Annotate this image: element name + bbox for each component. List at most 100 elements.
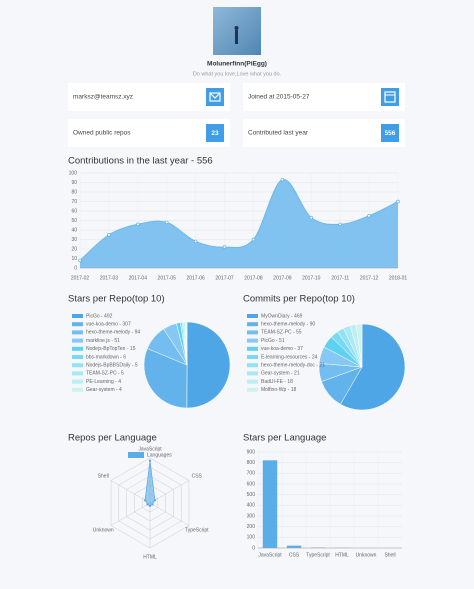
- point: [251, 237, 256, 242]
- card-value: 556: [385, 130, 396, 137]
- point: [78, 258, 82, 263]
- radar-axis: [110, 480, 151, 504]
- legend-swatch: [72, 355, 83, 359]
- legend-label: PicGo - 51: [261, 338, 285, 344]
- radar-label: Unknown: [93, 527, 114, 533]
- y-tick-label: 900: [247, 449, 256, 455]
- x-tick-label: HTML: [335, 552, 349, 558]
- y-tick-label: 50: [71, 218, 77, 224]
- point: [338, 222, 342, 227]
- y-tick-label: 100: [247, 535, 256, 541]
- legend-label: Languages: [147, 452, 172, 458]
- profile-name: Molunerfinn(PiEgg): [207, 61, 267, 68]
- legend-swatch: [72, 379, 83, 384]
- card: Joined at 2015-05-27: [243, 83, 405, 111]
- legend-swatch: [72, 314, 83, 318]
- legend-swatch: [247, 330, 258, 335]
- point: [193, 239, 198, 244]
- point: [136, 222, 140, 227]
- y-tick-label: 0: [74, 265, 77, 271]
- radar-label: Shell: [98, 473, 109, 479]
- legend-label: Gear-system - 21: [261, 371, 300, 377]
- x-tick-label: 2017-06: [186, 275, 205, 281]
- legend-swatch: [247, 379, 258, 384]
- y-tick-label: 30: [71, 237, 77, 243]
- radar-axis: [110, 502, 151, 526]
- legend-swatch: [72, 338, 83, 343]
- x-tick-label: 2017-04: [129, 275, 148, 281]
- x-tick-label: 2017-11: [331, 275, 349, 281]
- legend-swatch: [247, 346, 258, 351]
- legend-swatch: [247, 371, 258, 376]
- legend-label: bbs-markdown - 6: [86, 354, 126, 360]
- x-tick-label: 2017-03: [100, 275, 119, 281]
- bar: [286, 545, 302, 548]
- radar-label: JavaScript: [138, 446, 162, 452]
- card-value: 23: [211, 130, 219, 137]
- card: Contributed last year 556: [243, 119, 405, 147]
- card-label: marksz@teamsz.xyz: [73, 94, 133, 101]
- pie-slice: [340, 323, 406, 411]
- line: [79, 179, 399, 261]
- legend-swatch: [247, 322, 258, 327]
- legend-label: BadUI-FE - 18: [261, 379, 293, 385]
- legend-swatch: [247, 355, 258, 359]
- legend-swatch: [72, 330, 83, 335]
- legend-label: PicGo - 492: [86, 313, 113, 319]
- x-tick-label: 2017-08: [244, 275, 263, 281]
- radar-point: [153, 498, 157, 502]
- radar-point: [146, 503, 149, 506]
- bar: [262, 460, 278, 548]
- card-label: Joined at 2015-05-27: [248, 94, 310, 101]
- chart-title: Stars per Repo(top 10): [68, 294, 165, 305]
- card: marksz@teamsz.xyz: [68, 83, 230, 111]
- y-tick-label: 90: [71, 180, 77, 186]
- x-tick-label: Unknown: [356, 552, 377, 558]
- chart-title: Commits per Repo(top 10): [243, 294, 355, 305]
- point: [107, 233, 111, 237]
- x-tick-label: TypeScript: [306, 552, 330, 558]
- point: [367, 214, 371, 218]
- legend-label: vue-koa-demo - 37: [261, 346, 303, 352]
- legend-label: vue-koa-demo - 307: [86, 322, 131, 328]
- x-tick-label: 2017-09: [273, 275, 292, 281]
- chart-title: Contributions in the last year - 556: [68, 156, 213, 167]
- pie-slice: [143, 348, 188, 409]
- y-tick-label: 0: [252, 545, 255, 551]
- point: [165, 220, 169, 225]
- legend-label: Molfinn-Wp - 18: [261, 387, 297, 393]
- pie-slice: [186, 321, 231, 409]
- legend-swatch: [72, 363, 83, 368]
- legend-label: hexo-theme-melody - 94: [86, 330, 140, 336]
- avatar: [213, 7, 261, 55]
- x-tick-label: Shell: [384, 552, 395, 558]
- radar-point: [151, 503, 154, 506]
- card-label: Owned public repos: [73, 130, 131, 137]
- legend-swatch: [72, 371, 83, 376]
- legend-label: markline.js - 51: [86, 338, 120, 344]
- area: [80, 179, 398, 268]
- pie-slice: [185, 321, 188, 366]
- legend-label: Nodejs-BpTopTen - 15: [86, 346, 136, 352]
- pie-slice: [355, 323, 363, 368]
- radar-axis: [149, 480, 190, 504]
- radar-axis: [149, 502, 190, 526]
- legend-swatch: [247, 314, 258, 318]
- y-tick-label: 20: [71, 246, 77, 252]
- legend-swatch: [72, 387, 83, 392]
- legend-swatch: [247, 387, 258, 392]
- y-tick-label: 100: [69, 170, 78, 176]
- x-tick-label: 2017-12: [360, 275, 379, 281]
- card-label: Contributed last year: [248, 130, 309, 137]
- radar-label: TypeScript: [185, 527, 209, 533]
- radar-point: [148, 504, 152, 508]
- legend-swatch: [72, 322, 83, 327]
- y-tick-label: 80: [71, 189, 77, 195]
- legend-label: PE-Learning - 4: [86, 379, 121, 385]
- y-tick-label: 400: [247, 503, 256, 509]
- y-tick-label: 70: [71, 199, 77, 205]
- radar-label: CSS: [192, 473, 203, 479]
- radar-point: [143, 498, 147, 502]
- point: [396, 199, 400, 204]
